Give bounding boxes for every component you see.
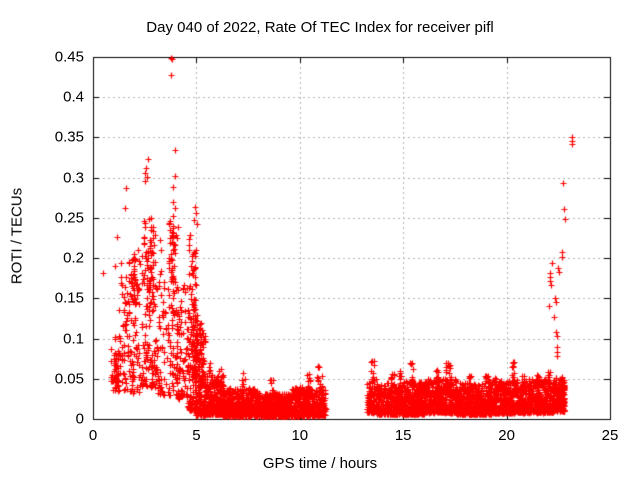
y-axis-label: ROTI / TECUs (8, 187, 26, 285)
y-tick-label: 0.05 (54, 370, 84, 388)
y-tick-label: 0.1 (63, 330, 84, 348)
x-tick-label: 10 (291, 427, 309, 444)
chart-title: Day 040 of 2022, Rate Of TEC Index for r… (146, 19, 494, 36)
y-tick-label: 0.15 (54, 289, 84, 307)
y-tick-label: 0.3 (63, 169, 84, 187)
y-tick-label: 0.2 (63, 249, 84, 267)
x-tick-label: 20 (498, 427, 515, 444)
x-axis-label: GPS time / hours (262, 455, 378, 472)
y-tick-label: 0 (75, 410, 84, 428)
y-tick-label: 0.35 (54, 128, 84, 146)
x-tick-label: 5 (192, 427, 201, 444)
x-tick-label: 25 (601, 427, 619, 444)
x-tick-label: 15 (394, 427, 412, 444)
y-tick-label: 0.45 (54, 48, 84, 66)
x-tick-label: 0 (88, 427, 98, 444)
y-tick-label: 0.4 (63, 88, 84, 106)
y-tick-label: 0.25 (54, 209, 84, 227)
